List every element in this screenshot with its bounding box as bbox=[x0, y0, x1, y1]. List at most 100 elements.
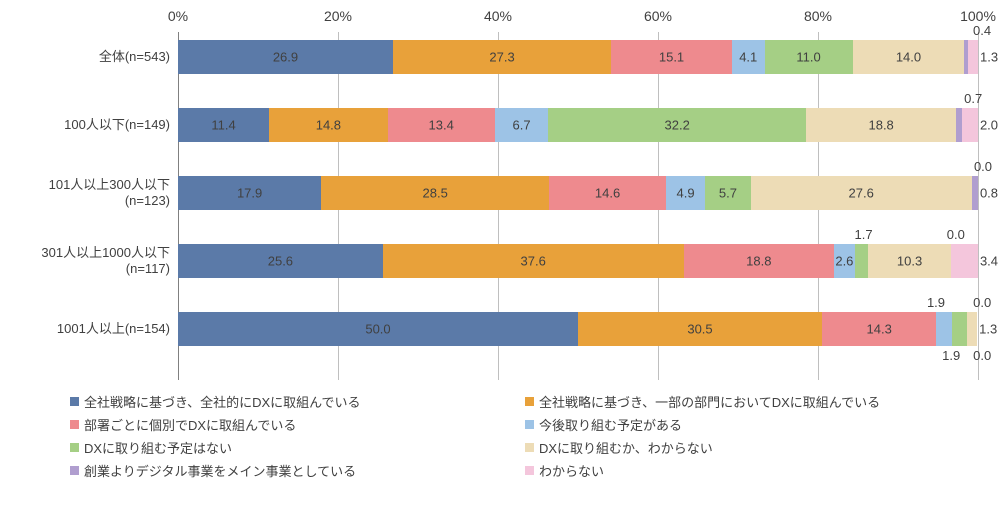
legend-label: わからない bbox=[539, 461, 604, 480]
data-label: 26.9 bbox=[273, 51, 298, 64]
bar-segment: 28.5 bbox=[321, 176, 549, 210]
legend-swatch bbox=[70, 397, 79, 406]
legend-item: DXに取り組む予定はない bbox=[70, 438, 525, 457]
data-label: 15.1 bbox=[659, 51, 684, 64]
bar-segment: 32.2 bbox=[548, 108, 806, 142]
data-label: 1.3 bbox=[979, 323, 997, 336]
data-label: 1.9 bbox=[942, 349, 960, 362]
data-label: 0.0 bbox=[973, 349, 991, 362]
data-label: 0.0 bbox=[973, 296, 991, 309]
legend-swatch bbox=[70, 443, 79, 452]
data-label: 0.8 bbox=[980, 187, 998, 200]
bar-segment: 3.4 bbox=[951, 244, 978, 278]
bar-segment: 5.7 bbox=[705, 176, 751, 210]
data-label: 27.6 bbox=[849, 187, 874, 200]
bar-segment: 18.8 bbox=[684, 244, 834, 278]
legend-item: 全社戦略に基づき、一部の部門においてDXに取組んでいる bbox=[525, 392, 980, 411]
legend-swatch bbox=[525, 420, 534, 429]
row-label: 1001人以上(n=154) bbox=[0, 321, 170, 337]
legend-row: 創業よりデジタル事業をメイン事業としているわからない bbox=[70, 461, 980, 480]
bar-segment: 14.3 bbox=[822, 312, 936, 346]
row-label: 301人以上1000人以下(n=117) bbox=[0, 245, 170, 278]
legend-item: 創業よりデジタル事業をメイン事業としている bbox=[70, 461, 525, 480]
bar-segment: 1.3 bbox=[968, 40, 978, 74]
data-label: 14.0 bbox=[896, 51, 921, 64]
legend-item: わからない bbox=[525, 461, 980, 480]
legend-swatch bbox=[525, 466, 534, 475]
legend-label: 部署ごとに個別でDXに取組んでいる bbox=[84, 415, 296, 434]
plot-area: 0%20%40%60%80%100%26.927.315.14.111.014.… bbox=[178, 36, 978, 376]
xtick-label: 100% bbox=[960, 8, 996, 24]
data-label: 3.4 bbox=[980, 255, 998, 268]
bar-segment: 14.0 bbox=[853, 40, 965, 74]
legend-label: 全社戦略に基づき、一部の部門においてDXに取組んでいる bbox=[539, 392, 880, 411]
data-label: 32.2 bbox=[665, 119, 690, 132]
bar-segment: 14.8 bbox=[269, 108, 387, 142]
legend-label: DXに取り組む予定はない bbox=[84, 438, 232, 457]
data-label: 5.7 bbox=[719, 187, 737, 200]
bar-segment: 2.6 bbox=[834, 244, 855, 278]
data-label: 0.0 bbox=[947, 228, 965, 241]
row-label: 100人以下(n=149) bbox=[0, 117, 170, 133]
bar-segment: 50.0 bbox=[178, 312, 578, 346]
legend-label: 今後取り組む予定がある bbox=[539, 415, 682, 434]
data-label: 6.7 bbox=[513, 119, 531, 132]
data-label: 4.9 bbox=[677, 187, 695, 200]
bar-segment: 14.6 bbox=[549, 176, 666, 210]
bar-segment: 13.4 bbox=[388, 108, 495, 142]
bar-row: 25.637.618.82.61.710.30.03.4 bbox=[178, 244, 978, 278]
legend-row: DXに取り組む予定はない DXに取り組むか、わからない bbox=[70, 438, 980, 457]
legend-label: DXに取り組むか、わからない bbox=[539, 438, 713, 457]
data-label: 25.6 bbox=[268, 255, 293, 268]
row-label: 全体(n=543) bbox=[0, 49, 170, 65]
xtick-label: 0% bbox=[168, 8, 188, 24]
data-label: 2.6 bbox=[835, 255, 853, 268]
bar-segment: 17.9 bbox=[178, 176, 321, 210]
row-label: 101人以上300人以下(n=123) bbox=[0, 177, 170, 210]
bar-segment: 11.4 bbox=[178, 108, 269, 142]
bar-segment: 1.7 bbox=[855, 244, 869, 278]
data-label: 17.9 bbox=[237, 187, 262, 200]
data-label: 14.6 bbox=[595, 187, 620, 200]
legend-swatch bbox=[70, 420, 79, 429]
bar-segment: 15.1 bbox=[611, 40, 732, 74]
data-label: 0.0 bbox=[974, 160, 992, 173]
data-label: 18.8 bbox=[868, 119, 893, 132]
data-label: 50.0 bbox=[365, 323, 390, 336]
xtick-label: 40% bbox=[484, 8, 512, 24]
data-label: 4.1 bbox=[739, 51, 757, 64]
data-label: 11.4 bbox=[211, 119, 235, 132]
data-label: 28.5 bbox=[423, 187, 448, 200]
bar-segment: 11.0 bbox=[765, 40, 853, 74]
bar-segment: 4.1 bbox=[732, 40, 765, 74]
legend-item: 今後取り組む予定がある bbox=[525, 415, 980, 434]
stacked-bar-chart: 0%20%40%60%80%100%26.927.315.14.111.014.… bbox=[0, 0, 1000, 506]
data-label: 30.5 bbox=[687, 323, 712, 336]
bar-row: 26.927.315.14.111.014.00.41.3 bbox=[178, 40, 978, 74]
legend-row: 全社戦略に基づき、全社的にDXに取組んでいる 全社戦略に基づき、一部の部門において… bbox=[70, 392, 980, 411]
bar-segment: 30.5 bbox=[578, 312, 822, 346]
bar-row: 11.414.813.46.732.218.80.72.0 bbox=[178, 108, 978, 142]
bar-segment: 6.7 bbox=[495, 108, 549, 142]
legend-row: 部署ごとに個別でDXに取組んでいる 今後取り組む予定がある bbox=[70, 415, 980, 434]
bar-segment: 37.6 bbox=[383, 244, 684, 278]
bar-segment: 1.3 bbox=[967, 312, 977, 346]
bar-segment: 18.8 bbox=[806, 108, 956, 142]
data-label: 1.7 bbox=[855, 228, 873, 241]
data-label: 0.7 bbox=[964, 92, 982, 105]
data-label: 2.0 bbox=[980, 119, 998, 132]
data-label: 1.9 bbox=[927, 296, 945, 309]
data-label: 14.3 bbox=[867, 323, 892, 336]
legend-item: 部署ごとに個別でDXに取組んでいる bbox=[70, 415, 525, 434]
bar-segment: 4.9 bbox=[666, 176, 705, 210]
bar-segment: 10.3 bbox=[868, 244, 950, 278]
legend: 全社戦略に基づき、全社的にDXに取組んでいる 全社戦略に基づき、一部の部門において… bbox=[70, 392, 980, 484]
data-label: 11.0 bbox=[796, 51, 820, 64]
bar-segment: 25.6 bbox=[178, 244, 383, 278]
bar-segment: 0.8 bbox=[972, 176, 978, 210]
bar-segment: 27.3 bbox=[393, 40, 611, 74]
legend-label: 全社戦略に基づき、全社的にDXに取組んでいる bbox=[84, 392, 361, 411]
bar-segment: 1.9 bbox=[936, 312, 951, 346]
data-label: 37.6 bbox=[521, 255, 546, 268]
bar-row: 17.928.514.64.95.727.60.80.0 bbox=[178, 176, 978, 210]
